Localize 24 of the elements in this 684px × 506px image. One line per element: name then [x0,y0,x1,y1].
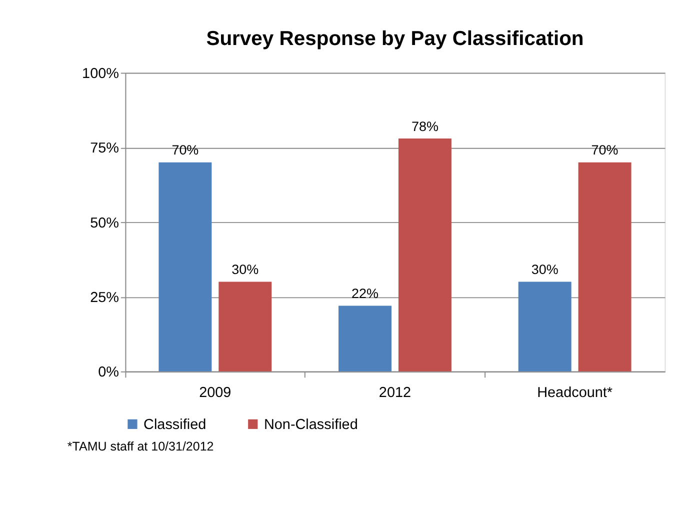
text: *TAMU staff at 10/31/2012 [67,439,214,454]
y-tick-label: 100% [82,66,120,82]
legend-label: Classified [144,416,206,433]
data-label: 70% [172,142,199,158]
chart-title: Survey Response by Pay Classification [206,28,584,50]
x-tick-label: 2012 [378,384,412,401]
bar [158,162,212,372]
bar [218,282,272,372]
data-label: 70% [591,142,618,158]
x-tick-label: 2009 [199,384,232,401]
bar [398,138,452,372]
x-tick-label: Headcount* [537,384,613,401]
data-label: 30% [531,262,558,278]
y-tick-label: 50% [90,215,120,232]
y-tick-label: 0% [98,364,120,381]
legend-label: Non-Classified [264,416,358,433]
data-label: 22% [352,286,379,301]
y-tick-label: 25% [90,290,120,306]
data-label: 30% [232,262,259,278]
bar [338,306,392,372]
bar [518,282,572,372]
y-tick-label: 75% [90,140,120,157]
bar [578,162,632,372]
data-label: 78% [411,118,438,134]
